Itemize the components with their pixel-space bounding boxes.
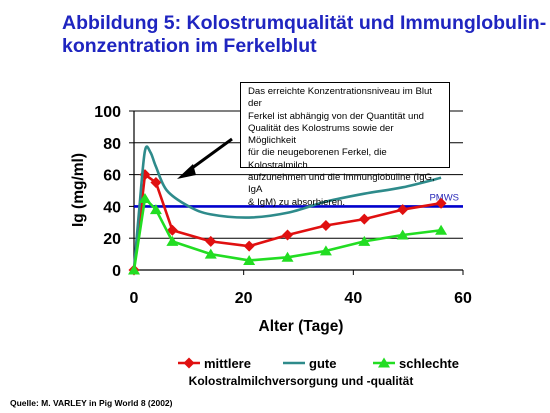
source-citation: Quelle: M. VARLEY in Pig World 8 (2002) [10, 398, 173, 408]
series-gute [132, 145, 442, 271]
y-tick-label: 0 [112, 263, 121, 280]
legend: mittlere gute schlechte [178, 356, 459, 371]
data-point [204, 248, 217, 259]
data-point [166, 224, 178, 236]
data-point [243, 240, 255, 252]
data-point [282, 229, 294, 241]
data-point [166, 235, 179, 246]
x-tick-labels: 0 20 40 60 [130, 290, 472, 307]
data-point [397, 204, 409, 216]
annotation-line: Ferkel ist abhängig von der Quantität un… [248, 110, 424, 122]
x-tick-label: 60 [454, 290, 472, 307]
data-point [183, 357, 195, 369]
legend-item-schlechte: schlechte [373, 356, 459, 371]
series-line [132, 145, 442, 271]
data-point [358, 235, 371, 246]
data-point [320, 219, 332, 231]
annotation-line: aufzunehmen und die Immunglobuline (IgG,… [248, 172, 435, 196]
data-point [435, 224, 448, 235]
y-axis-title: Ig (mg/ml) [70, 153, 87, 227]
x-axis-title: Alter (Tage) [259, 318, 344, 335]
data-point [205, 235, 217, 247]
y-tick-label: 60 [103, 168, 121, 185]
data-point [149, 204, 162, 215]
y-tick-label: 20 [103, 231, 121, 248]
legend-item-gute: gute [283, 356, 336, 371]
legend-title: Kolostralmilchversorgung und -qualität [189, 374, 414, 388]
series-group [128, 145, 448, 276]
y-tick-label: 80 [103, 136, 121, 153]
legend-label: mittlere [204, 356, 251, 371]
data-point [435, 197, 447, 209]
data-point [358, 213, 370, 225]
annotation-box: Das erreichte Konzentrationsniveau im Bl… [240, 82, 450, 208]
annotation-arrow-shaft [187, 137, 233, 173]
data-point [138, 192, 151, 203]
data-point [128, 264, 140, 275]
annotation-line: Das erreichte Konzentrationsniveau im Bl… [248, 86, 432, 110]
annotation-arrow [177, 137, 233, 179]
legend-label: schlechte [399, 356, 459, 371]
chart-title: Abbildung 5: Kolostrumqualität und Immun… [62, 12, 547, 58]
chart-title-line-1: Abbildung 5: Kolostrumqualität und Immun… [62, 12, 547, 34]
data-point [319, 245, 332, 256]
data-point [150, 177, 162, 189]
annotation-line: für die neugeborenen Ferkel, die Kolostr… [248, 147, 387, 171]
annotation-line: Qualität des Kolostrums sowie der Möglic… [248, 122, 394, 147]
legend-label: gute [309, 356, 336, 371]
series-schlechte [128, 192, 448, 275]
y-tick-label: 40 [103, 199, 121, 216]
annotation-arrow-head [177, 164, 196, 179]
data-point [243, 254, 256, 265]
x-tick-label: 0 [130, 290, 139, 307]
pmws-label: PMWS [429, 192, 459, 203]
x-tick-label: 40 [344, 290, 362, 307]
y-tick-label: 100 [94, 104, 121, 121]
y-tick-labels: 0 20 40 60 80 100 [94, 104, 121, 280]
axes [129, 110, 464, 275]
data-point [378, 357, 390, 368]
chart-title-line-2: konzentration im Ferkelblut [62, 35, 317, 57]
legend-item-mittlere: mittlere [178, 356, 251, 371]
data-point [396, 229, 409, 240]
data-point [281, 251, 294, 262]
annotation-line: & IgM) zu absorbieren. [248, 196, 346, 208]
x-tick-label: 20 [235, 290, 253, 307]
